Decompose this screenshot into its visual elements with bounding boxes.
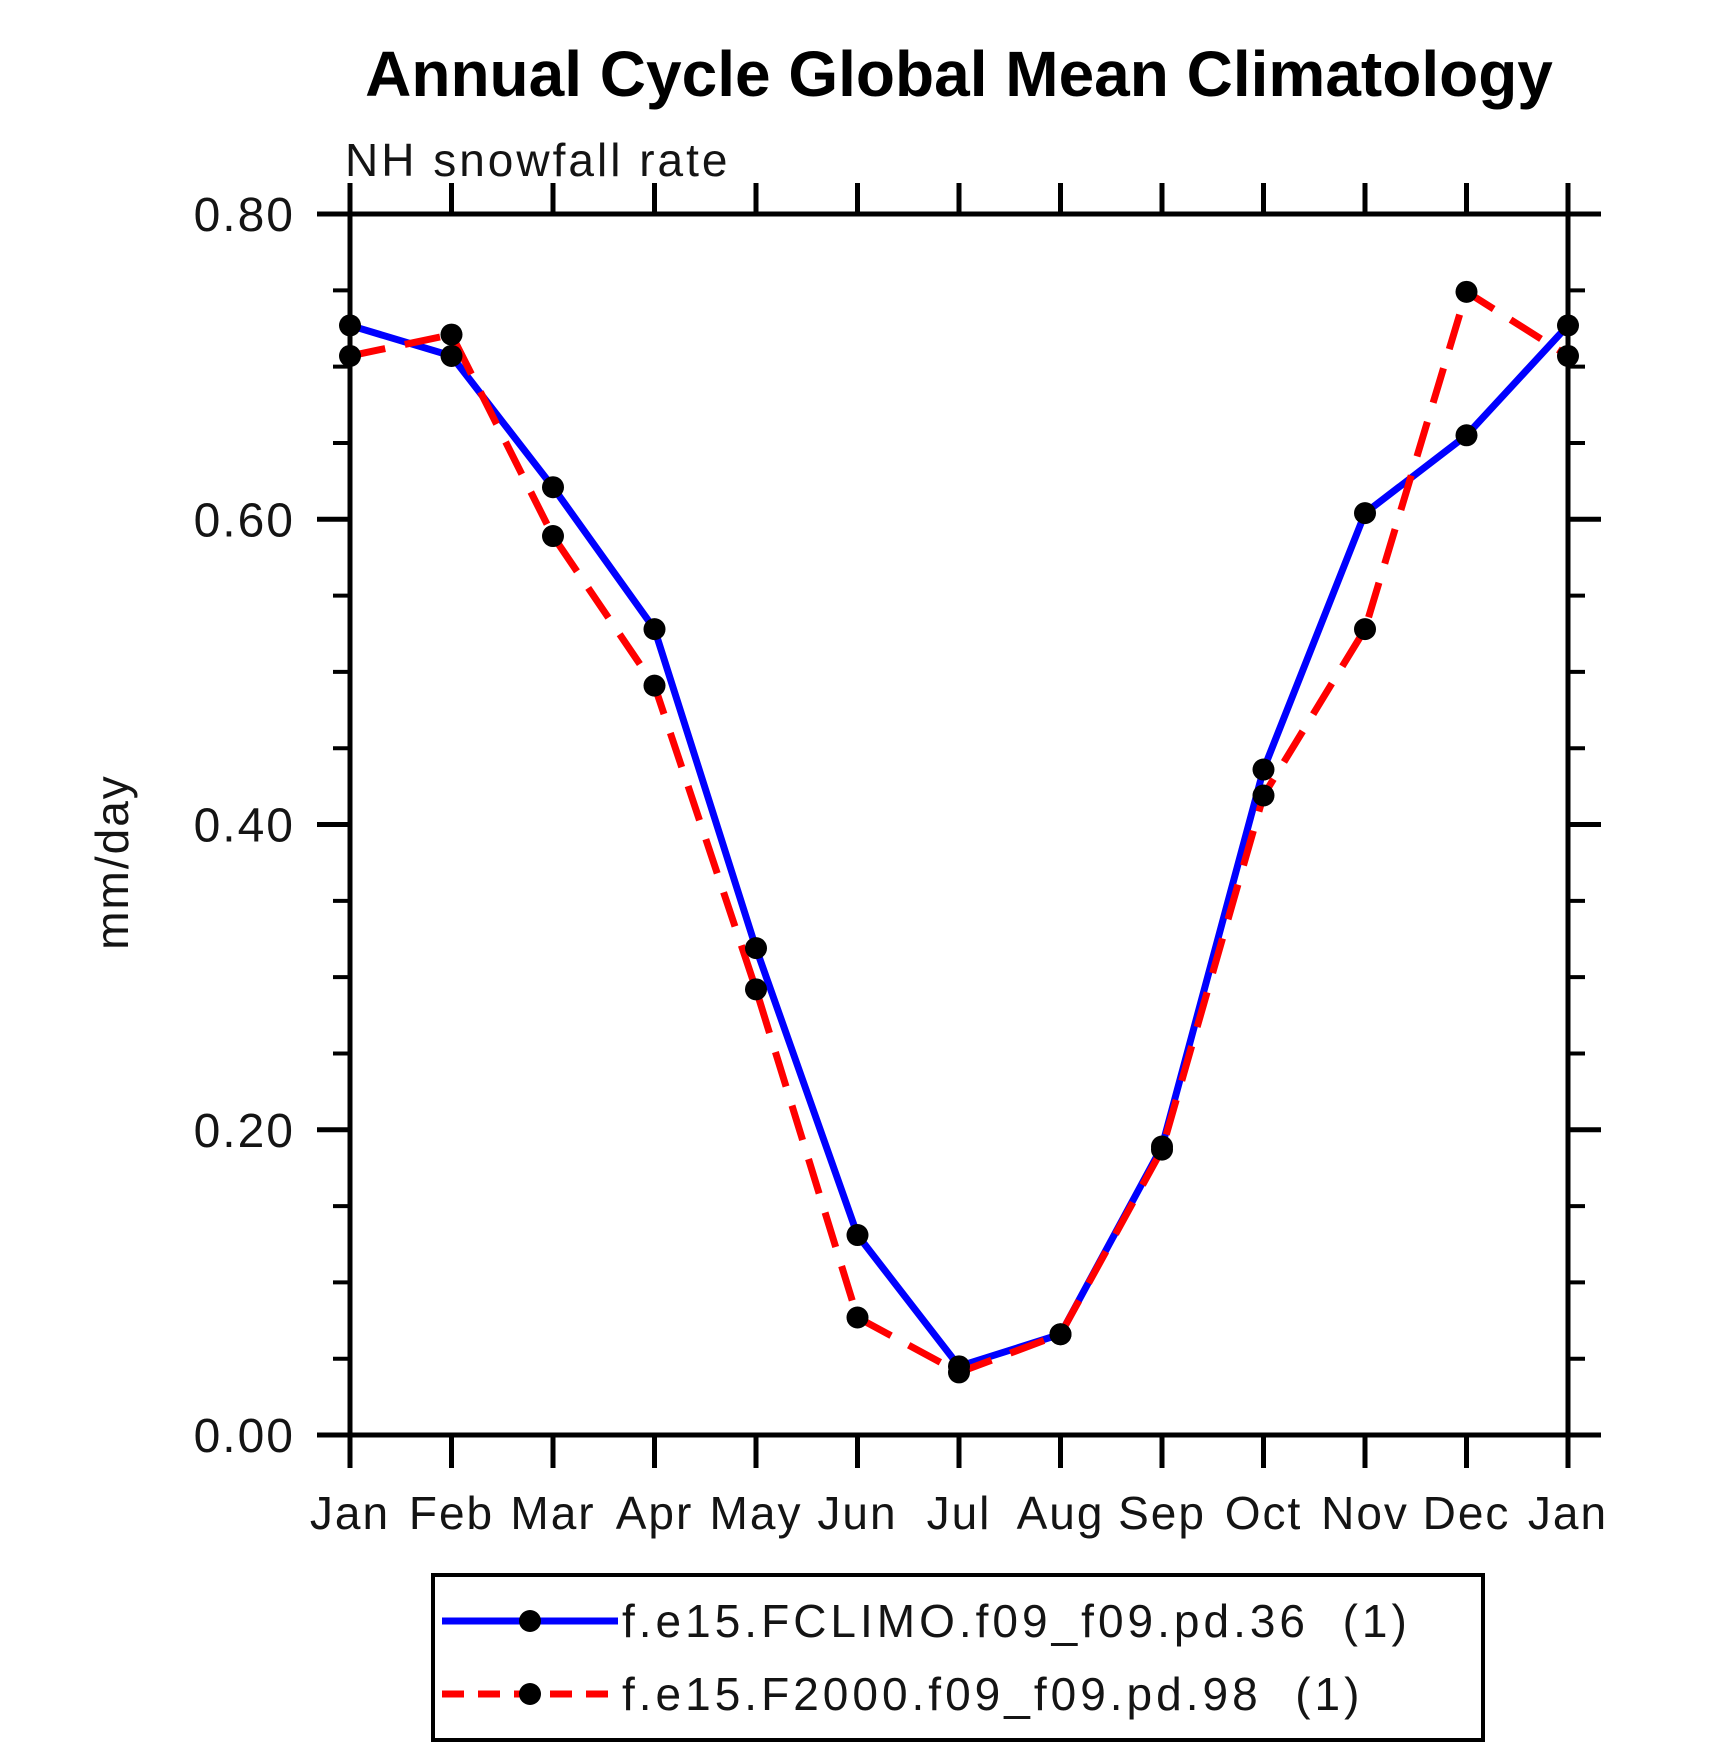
data-point bbox=[1557, 344, 1579, 367]
data-point bbox=[643, 674, 666, 697]
x-tick-label: Apr bbox=[616, 1487, 694, 1539]
data-point bbox=[1049, 1323, 1072, 1346]
axis-frame bbox=[317, 183, 1601, 1468]
data-point bbox=[1557, 314, 1579, 337]
x-tick-labels: Jan Feb Mar Apr May Jun Jul Aug Sep Oct Nov Dec Jan bbox=[310, 1487, 1608, 1539]
series-line-1 bbox=[349, 286, 1570, 1377]
legend-entry-f2000: f.e15.F2000.f09_f09.pd.98 (1) bbox=[622, 1668, 1363, 1720]
x-tick-label: Jan bbox=[1528, 1487, 1608, 1539]
legend-marker-dot bbox=[519, 1610, 541, 1632]
data-point bbox=[1354, 502, 1376, 525]
data-point bbox=[339, 344, 361, 367]
x-tick-label: Feb bbox=[409, 1487, 494, 1539]
legend: f.e15.FCLIMO.f09_f09.pd.36 (1) f.e15.F20… bbox=[431, 1573, 1485, 1742]
chart-title: Annual Cycle Global Mean Climatology bbox=[365, 38, 1553, 110]
x-tick-label: Jul bbox=[927, 1487, 992, 1539]
data-point bbox=[948, 1361, 970, 1384]
legend-entry-fclimo: f.e15.FCLIMO.f09_f09.pd.36 (1) bbox=[622, 1595, 1411, 1647]
x-tick-label: Jun bbox=[817, 1487, 897, 1539]
data-point bbox=[1455, 280, 1478, 303]
legend-markers bbox=[442, 1610, 618, 1705]
y-tick-label: 0.00 bbox=[194, 1410, 295, 1463]
data-point-markers bbox=[339, 280, 1579, 1384]
series-line-0 bbox=[348, 322, 1571, 1371]
data-point bbox=[745, 937, 767, 960]
x-tick-label: Aug bbox=[1017, 1487, 1105, 1539]
data-point bbox=[440, 344, 463, 367]
chart-subtitle: NH snowfall rate bbox=[345, 134, 730, 186]
x-tick-label: Nov bbox=[1321, 1487, 1409, 1539]
plot-frame bbox=[347, 211, 1571, 1438]
legend-box bbox=[431, 1573, 1485, 1742]
data-point bbox=[643, 618, 666, 641]
data-point bbox=[1455, 424, 1478, 447]
data-point bbox=[1151, 1138, 1173, 1161]
data-point bbox=[1252, 784, 1275, 807]
y-tick-labels: 0.00 0.20 0.40 0.60 0.80 bbox=[194, 189, 295, 1463]
x-tick-label: Dec bbox=[1423, 1487, 1511, 1539]
data-point bbox=[440, 323, 463, 346]
data-point bbox=[1354, 618, 1376, 641]
y-tick-label: 0.20 bbox=[194, 1105, 295, 1158]
data-point bbox=[339, 314, 361, 337]
data-point bbox=[846, 1224, 869, 1247]
x-tick-label: Oct bbox=[1225, 1487, 1303, 1539]
data-series bbox=[348, 286, 1571, 1377]
data-point bbox=[1252, 758, 1275, 781]
x-tick-label: Mar bbox=[510, 1487, 595, 1539]
y-tick-label: 0.40 bbox=[194, 800, 295, 853]
x-tick-label: Sep bbox=[1118, 1487, 1206, 1539]
y-tick-label: 0.60 bbox=[194, 494, 295, 547]
legend-marker-dot bbox=[519, 1683, 541, 1705]
data-point bbox=[846, 1306, 869, 1329]
x-tick-label: Jan bbox=[310, 1487, 390, 1539]
data-point bbox=[542, 476, 564, 499]
x-tick-label: May bbox=[710, 1487, 803, 1539]
data-point bbox=[745, 978, 767, 1001]
y-tick-label: 0.80 bbox=[194, 189, 295, 242]
y-axis-label: mm/day bbox=[86, 774, 138, 950]
data-point bbox=[542, 525, 564, 548]
